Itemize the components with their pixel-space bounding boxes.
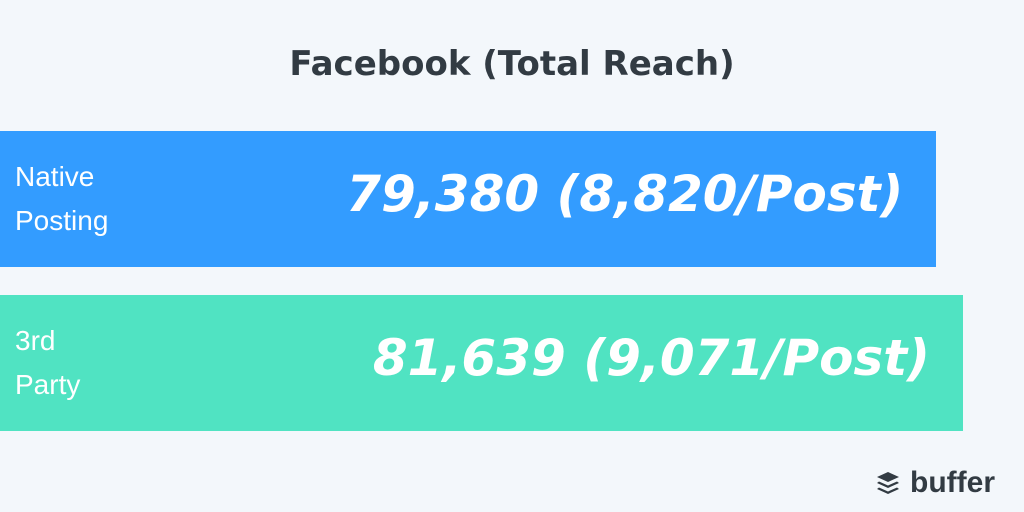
category-label: 3rd Party xyxy=(15,325,81,400)
bar: Native Posting 79,380 (8,820/Post) xyxy=(0,131,937,267)
value-label: 79,380 (8,820/Post) xyxy=(346,165,904,223)
brand-icon xyxy=(877,472,899,494)
value-label: 81,639 (9,071/Post) xyxy=(372,329,930,387)
brand-name: buffer xyxy=(910,466,995,499)
category-label: Native Posting xyxy=(15,161,109,236)
bar: 3rd Party 81,639 (9,071/Post) xyxy=(0,295,963,431)
chart-title: Facebook (Total Reach) xyxy=(289,44,735,84)
brand-logo: buffer xyxy=(874,466,995,500)
